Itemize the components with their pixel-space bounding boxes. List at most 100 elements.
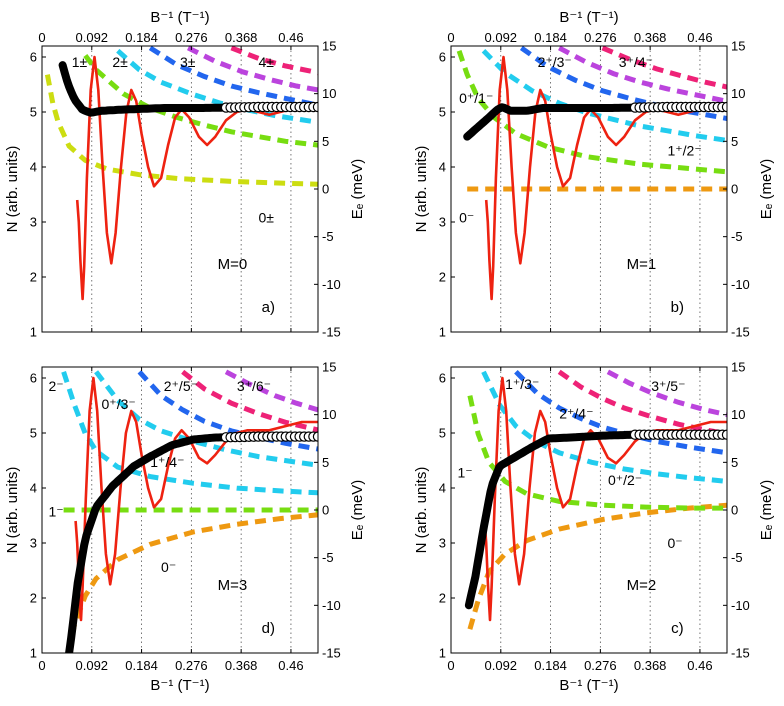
x-tick-label: 0.184: [125, 658, 158, 673]
y-tick-label-right: -5: [322, 229, 334, 244]
series-fermi-markers: [220, 431, 318, 443]
m-label: M=1: [627, 256, 657, 273]
x-tick-label: 0.276: [175, 658, 208, 673]
series-fermi-line: [58, 61, 229, 117]
series-level-0⁺/3⁻: [94, 370, 318, 468]
series-level-5±: [230, 46, 318, 76]
series-level-1⁺/2⁻: [481, 49, 727, 143]
y-axis-label-right: Eₑ (meV): [758, 480, 775, 541]
y-tick-label-left: 3: [30, 215, 37, 230]
y-tick-label-right: 10: [322, 407, 336, 422]
y-axis-label-right: Eₑ (meV): [349, 159, 366, 220]
y-axis-label-left: N (arb. units): [413, 467, 430, 554]
x-tick-label: 0.092: [485, 658, 518, 673]
y-tick-label-right: 15: [731, 39, 745, 54]
x-tick-label: 0.092: [76, 658, 109, 673]
fermi-marker: [721, 101, 727, 113]
y-tick-label-left: 5: [439, 105, 446, 120]
y-tick-label-left: 5: [439, 426, 446, 441]
y-tick-label-left: 4: [439, 160, 446, 175]
y-tick-label-left: 1: [30, 646, 37, 661]
y-tick-label-right: 10: [731, 86, 745, 101]
level-label: 3±: [180, 54, 196, 70]
x-tick-label: 0.092: [76, 30, 109, 45]
x-tick-label: 0.368: [225, 658, 258, 673]
y-tick-label-right: 5: [322, 134, 329, 149]
level-label: 0⁻: [161, 559, 176, 575]
x-tick-label: 0.46: [687, 658, 712, 673]
y-tick-label-left: 1: [439, 646, 446, 661]
x-tick-label: 0.276: [584, 30, 617, 45]
y-tick-label-right: 0: [731, 503, 738, 518]
panel-b: 0⁺/1⁻ 2⁺/3⁻ 3⁺/4⁻ 1⁺/2⁻ 0⁻ 0 0.092 0.184 0.276 0.…: [413, 9, 775, 340]
series-level-3±: [148, 46, 318, 108]
series-level-3⁺/5⁻: [606, 369, 727, 418]
m-label: M=0: [218, 256, 248, 273]
y-tick-label-left: 6: [30, 371, 37, 386]
y-tick-label-left: 4: [30, 160, 37, 175]
x-tick-label: 0.184: [534, 658, 567, 673]
series-level-2⁺/4⁻: [557, 369, 727, 437]
x-axis-label: B⁻¹ (T⁻¹): [559, 9, 618, 26]
x-tick-label: 0.46: [687, 30, 712, 45]
series-fermi-markers: [629, 429, 727, 440]
y-tick-label-right: 0: [322, 503, 329, 518]
y-tick-label-right: -15: [322, 646, 341, 661]
x-tick-label: 0: [447, 30, 454, 45]
level-label: 1±: [72, 54, 88, 70]
level-label: 0⁺/1⁻: [459, 90, 493, 106]
y-tick-label-right: 0: [322, 182, 329, 197]
level-label: 2⁺/3⁻: [538, 54, 572, 70]
x-tick-label: 0.276: [175, 30, 208, 45]
y-tick-label-right: -10: [731, 598, 750, 613]
level-label: 1⁺/4⁻: [150, 454, 184, 470]
y-tick-label-left: 3: [439, 536, 446, 551]
panel-label: d): [262, 620, 275, 637]
series-fermi-line: [464, 430, 638, 610]
series-density-n: [74, 376, 318, 622]
plot-area: [44, 46, 318, 301]
x-axis-label: B⁻¹ (T⁻¹): [150, 677, 209, 694]
x-tick-label: 0.368: [225, 30, 258, 45]
level-label: 3⁺/6⁻: [237, 378, 271, 394]
plot-area: [61, 369, 318, 653]
series-fermi-line: [463, 103, 638, 141]
y-tick-label-right: -5: [322, 550, 334, 565]
fermi-marker: [721, 429, 727, 440]
series-level-0⁺/1⁻: [456, 49, 727, 175]
level-label: 1⁻: [48, 504, 63, 520]
series-level-4⁺/5⁻: [601, 46, 727, 90]
series-fermi-line: [65, 433, 229, 653]
y-tick-label-right: -15: [731, 646, 750, 661]
y-tick-label-right: 5: [731, 455, 738, 470]
y-tick-label-left: 5: [30, 105, 37, 120]
level-label: 2±: [112, 54, 128, 70]
level-label: 3⁺/5⁻: [651, 378, 685, 394]
series-level-1⁻: [467, 395, 727, 511]
x-tick-label: 0.276: [584, 658, 617, 673]
series-level-0⁺/2⁻: [481, 370, 727, 484]
series-level-1⁺/4⁻: [137, 370, 318, 452]
x-tick-label: 0.368: [634, 658, 667, 673]
x-axis-label: B⁻¹ (T⁻¹): [559, 677, 618, 694]
series-level-4±: [186, 46, 318, 93]
series-level-0⁻: [66, 512, 318, 653]
x-tick-label: 0: [447, 658, 454, 673]
y-tick-label-left: 2: [439, 270, 446, 285]
series-level-2⁺/5⁻: [181, 369, 318, 433]
panel-label: a): [262, 299, 275, 316]
y-axis-label-right: Eₑ (meV): [758, 159, 775, 220]
x-tick-label: 0.092: [485, 30, 518, 45]
level-label: 3⁺/4⁻: [619, 54, 653, 70]
level-label: 0⁻: [667, 535, 682, 551]
series-level-1⁺/3⁻: [514, 370, 727, 456]
y-tick-label-right: -10: [322, 277, 341, 292]
level-label: 0⁻: [459, 209, 474, 225]
y-tick-label-right: 15: [322, 360, 336, 375]
level-label: 1⁻: [457, 465, 472, 481]
x-axis-label: B⁻¹ (T⁻¹): [150, 9, 209, 26]
y-tick-label-left: 3: [30, 536, 37, 551]
y-tick-label-left: 4: [30, 481, 37, 496]
y-tick-label-left: 6: [439, 371, 446, 386]
